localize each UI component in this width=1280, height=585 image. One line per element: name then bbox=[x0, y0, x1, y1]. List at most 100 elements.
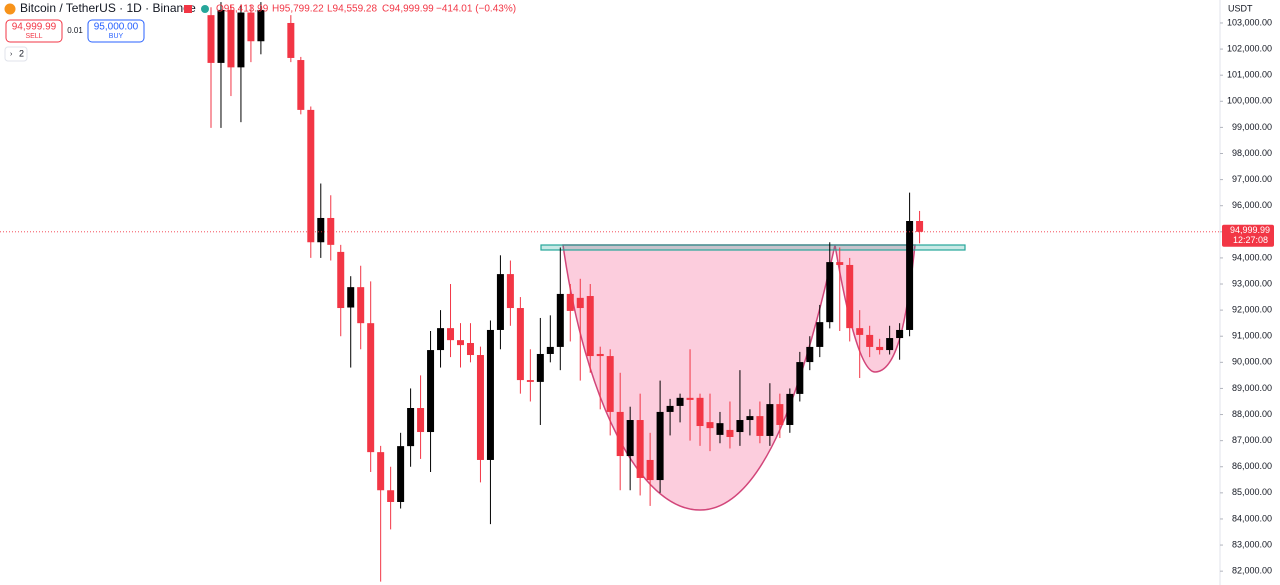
countdown: 12:27:08 bbox=[1233, 235, 1268, 245]
candle-body bbox=[716, 423, 724, 435]
candle-body bbox=[746, 416, 754, 421]
sell-button[interactable]: 94,999.99 SELL bbox=[5, 19, 63, 43]
candle-body bbox=[636, 420, 644, 478]
candle-body bbox=[217, 9, 225, 63]
candle-body bbox=[207, 15, 215, 63]
y-tick-label: 83,000.00 bbox=[1232, 539, 1272, 549]
y-tick-label: 93,000.00 bbox=[1232, 278, 1272, 288]
y-tick-label: 87,000.00 bbox=[1232, 435, 1272, 445]
y-tick-label: 100,000.00 bbox=[1227, 96, 1272, 106]
candle-body bbox=[896, 329, 904, 339]
candle-body bbox=[287, 22, 295, 58]
candle-body bbox=[876, 346, 884, 351]
currency[interactable]: USDT bbox=[1228, 3, 1253, 13]
buy-button[interactable]: 95,000.00 BUY bbox=[87, 19, 145, 43]
candle-body bbox=[606, 356, 614, 412]
candle-body bbox=[886, 338, 894, 351]
candle-body bbox=[496, 274, 504, 330]
candle-body bbox=[686, 397, 694, 400]
candle-body bbox=[736, 420, 744, 433]
candle-body bbox=[297, 60, 305, 110]
ohlc-open: O95,413.99 bbox=[216, 4, 269, 15]
candle-body bbox=[856, 328, 864, 335]
indicator-count[interactable]: 2 bbox=[19, 48, 24, 58]
candle-body bbox=[616, 411, 624, 457]
candle-body bbox=[786, 393, 794, 425]
candle-body bbox=[247, 12, 255, 42]
status-dot bbox=[201, 5, 209, 13]
candle-body bbox=[237, 12, 245, 68]
y-tick-label: 97,000.00 bbox=[1232, 174, 1272, 184]
y-tick-label: 86,000.00 bbox=[1232, 461, 1272, 471]
candle-body bbox=[836, 262, 844, 265]
y-tick-label: 94,000.00 bbox=[1232, 252, 1272, 262]
spread: 0.01 bbox=[67, 26, 83, 35]
resistance-zone bbox=[540, 244, 966, 251]
ohlc-change: −414.01 (−0.43%) bbox=[436, 4, 516, 15]
candle-body bbox=[696, 397, 704, 427]
indicator-toggle[interactable] bbox=[4, 46, 28, 62]
candle-body bbox=[417, 408, 425, 433]
symbol-title: Bitcoin / TetherUS · 1D · Binance bbox=[20, 1, 196, 15]
candle-body bbox=[476, 355, 484, 460]
candle-body bbox=[447, 328, 455, 341]
candle-body bbox=[576, 297, 584, 309]
candle-body bbox=[826, 262, 834, 323]
sell-label[interactable]: SELL bbox=[25, 33, 42, 40]
y-tick-label: 101,000.00 bbox=[1227, 70, 1272, 80]
candle-body bbox=[457, 340, 464, 346]
candle-body bbox=[506, 274, 514, 309]
candle-body bbox=[556, 293, 564, 347]
y-tick-label: 98,000.00 bbox=[1232, 148, 1272, 158]
candle-body bbox=[566, 293, 574, 311]
candle-body bbox=[586, 296, 594, 357]
candle-body bbox=[776, 404, 784, 425]
candle-body bbox=[866, 334, 874, 347]
candle-body bbox=[806, 346, 814, 363]
sell-box[interactable] bbox=[5, 19, 63, 43]
coin-icon bbox=[4, 3, 16, 15]
y-tick-label: 103,000.00 bbox=[1227, 17, 1272, 27]
candle-body bbox=[466, 343, 474, 356]
candle-body bbox=[427, 350, 435, 433]
y-tick-label: 102,000.00 bbox=[1227, 43, 1272, 53]
candle-body bbox=[347, 287, 355, 308]
status-marker bbox=[184, 5, 192, 13]
candle-body bbox=[337, 251, 345, 309]
y-tick-label: 85,000.00 bbox=[1232, 487, 1272, 497]
ohlc-high: H95,799.22 bbox=[272, 4, 324, 15]
candle-body bbox=[596, 353, 604, 357]
candle-body bbox=[666, 405, 674, 412]
ohlc-close: C94,999.99 bbox=[382, 4, 434, 15]
candle-body bbox=[656, 411, 664, 481]
ohlc-low: L94,559.28 bbox=[327, 4, 377, 15]
candle-body bbox=[437, 328, 445, 351]
y-tick-label: 99,000.00 bbox=[1232, 122, 1272, 132]
candle-body bbox=[526, 380, 534, 382]
candle-body bbox=[646, 459, 654, 481]
candle-body bbox=[257, 9, 265, 42]
last-price-box bbox=[1222, 224, 1274, 247]
buy-label[interactable]: BUY bbox=[109, 33, 124, 40]
candle-body bbox=[756, 416, 764, 436]
sell-price[interactable]: 94,999.99 bbox=[12, 22, 57, 33]
candle-body bbox=[766, 404, 774, 436]
toggle-arrow[interactable]: › bbox=[10, 51, 13, 58]
candle-body bbox=[407, 408, 415, 447]
candle-body bbox=[706, 422, 714, 429]
buy-price[interactable]: 95,000.00 bbox=[94, 22, 139, 33]
y-tick-label: 92,000.00 bbox=[1232, 304, 1272, 314]
candle-body bbox=[916, 221, 924, 232]
y-tick-label: 96,000.00 bbox=[1232, 200, 1272, 210]
candle-body bbox=[536, 353, 544, 382]
buy-box[interactable] bbox=[87, 19, 145, 43]
candle-body bbox=[676, 397, 684, 406]
candle-body bbox=[397, 446, 405, 502]
candle-body bbox=[726, 429, 734, 437]
candle-body bbox=[377, 452, 385, 491]
candle-body bbox=[486, 329, 494, 460]
y-tick-label: 88,000.00 bbox=[1232, 409, 1272, 419]
candle-body bbox=[626, 420, 634, 457]
price-axis: 103,000.00 102,000.00 101,000.00 100,000.00… bbox=[1220, 17, 1272, 576]
candle-body bbox=[546, 346, 554, 354]
